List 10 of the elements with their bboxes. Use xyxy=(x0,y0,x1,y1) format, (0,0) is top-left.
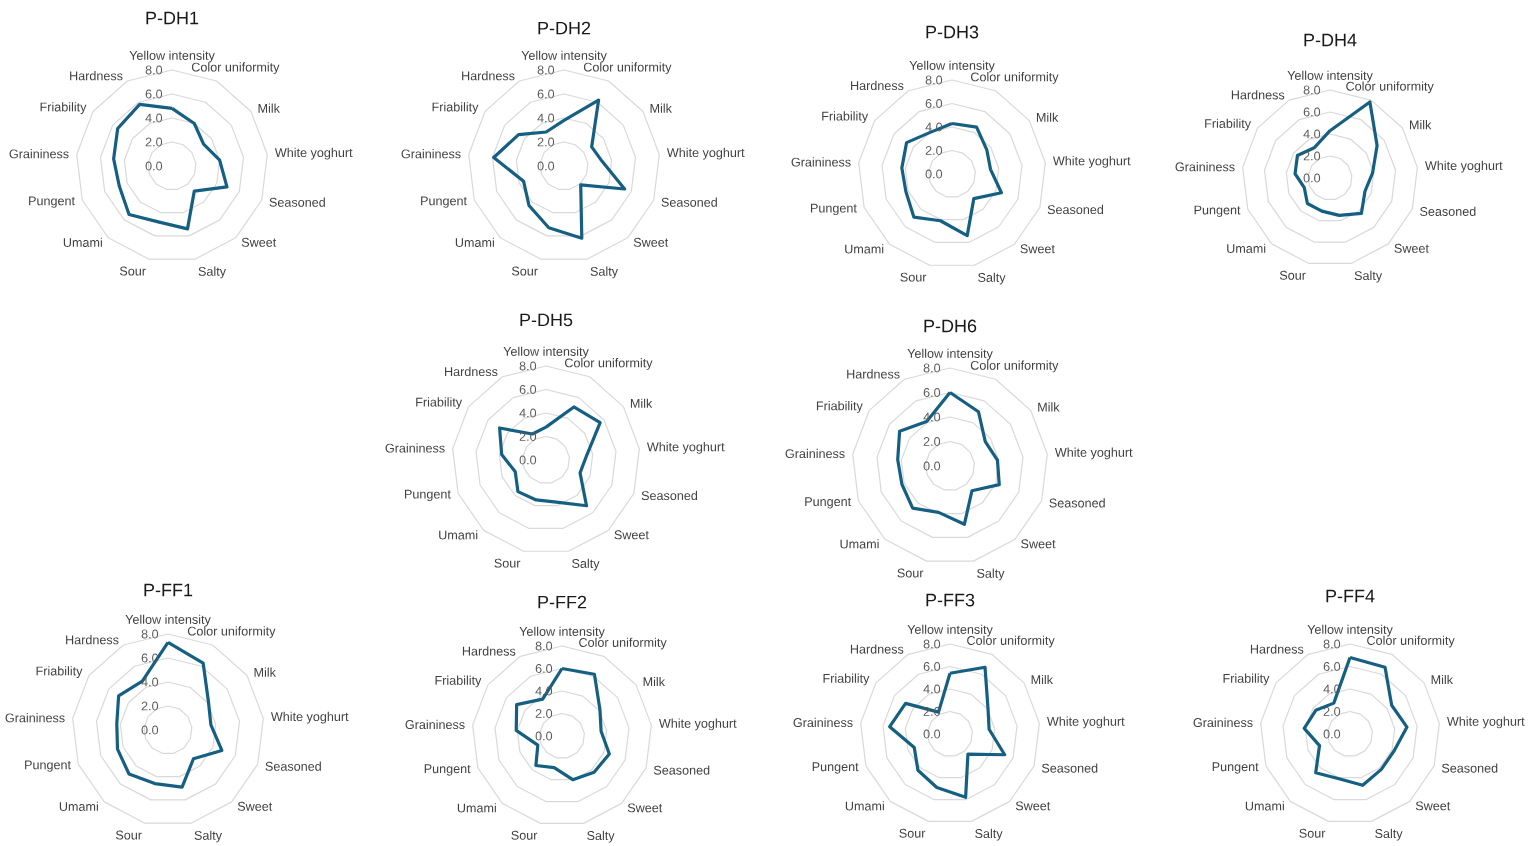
chart-title: P-FF1 xyxy=(144,583,193,597)
chart-title: P-FF2 xyxy=(538,595,587,609)
chart-title: P-FF3 xyxy=(926,593,975,607)
chart-title: P-DH1 xyxy=(146,11,199,25)
chart-title: P-FF4 xyxy=(1326,589,1375,603)
chart-title: P-DH2 xyxy=(538,21,591,35)
chart-title: P-DH4 xyxy=(1304,33,1357,47)
chart-title: P-DH3 xyxy=(926,25,979,39)
chart-title: P-DH6 xyxy=(924,319,977,333)
chart-title: P-DH5 xyxy=(520,313,573,327)
